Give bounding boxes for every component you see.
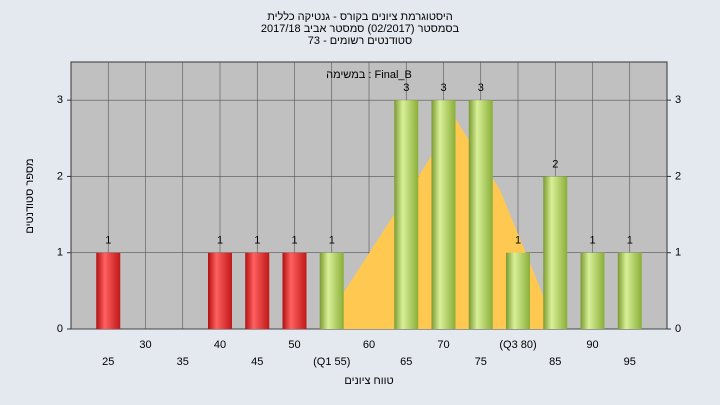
y-axis-label: מספר סטודנטים xyxy=(24,158,36,233)
x-tick-label: 35 xyxy=(177,356,189,368)
data-label: 3 xyxy=(478,82,484,94)
chart-subtitle: בסמסטר (02/2017) סמסטר אביב 2017/18 xyxy=(261,23,460,35)
bar xyxy=(617,252,642,329)
bar xyxy=(543,176,568,329)
x-tick-label: (Q1 55) xyxy=(313,356,350,368)
y-tick-label: 2 xyxy=(57,170,63,182)
data-label: 3 xyxy=(440,82,446,94)
x-axis-label: טווח ציונים xyxy=(344,375,393,387)
bar xyxy=(431,100,456,330)
x-tick-label: 25 xyxy=(102,356,114,368)
bar xyxy=(96,252,121,329)
bar xyxy=(468,100,493,330)
annotation: במשימה : Final_B xyxy=(326,69,412,81)
data-label: 1 xyxy=(105,235,111,247)
y-tick-label: 0 xyxy=(57,323,63,335)
chart-title: היסטוגרמת ציונים בקורס - גנטיקה כללית xyxy=(267,10,453,23)
data-label: 1 xyxy=(515,235,521,247)
x-tick-label: 30 xyxy=(139,339,151,351)
data-label: 1 xyxy=(589,235,595,247)
bar xyxy=(319,252,344,329)
data-label: 2 xyxy=(552,158,558,170)
x-tick-label: 90 xyxy=(586,339,598,351)
bar xyxy=(580,252,605,329)
x-tick-label: 50 xyxy=(288,339,300,351)
bar xyxy=(506,252,530,329)
x-tick-label: 85 xyxy=(549,356,561,368)
data-label: 1 xyxy=(627,235,633,247)
x-tick-label: 45 xyxy=(251,356,263,368)
x-tick-label: 60 xyxy=(363,339,375,351)
data-label: 1 xyxy=(254,235,260,247)
x-tick-label: 70 xyxy=(437,339,449,351)
x-tick-label: 95 xyxy=(624,356,636,368)
y2-tick-label: 1 xyxy=(675,247,681,259)
data-label: 1 xyxy=(291,235,297,247)
y-tick-label: 1 xyxy=(57,247,63,259)
y2-tick-label: 0 xyxy=(675,323,681,335)
x-tick-label: (Q3 80) xyxy=(499,339,536,351)
bar xyxy=(394,100,419,330)
data-label: 3 xyxy=(403,82,409,94)
x-tick-label: 40 xyxy=(214,339,226,351)
data-label: 1 xyxy=(217,235,223,247)
x-tick-label: 75 xyxy=(475,356,487,368)
chart-subtitle: סטודנטים רשומים - 73 xyxy=(308,35,412,47)
data-label: 1 xyxy=(329,235,335,247)
y2-tick-label: 3 xyxy=(675,94,681,106)
bar xyxy=(245,252,270,329)
bar xyxy=(208,252,232,329)
x-tick-label: 65 xyxy=(400,356,412,368)
y-tick-label: 3 xyxy=(57,94,63,106)
y2-tick-label: 2 xyxy=(675,170,681,182)
bar xyxy=(282,252,307,329)
